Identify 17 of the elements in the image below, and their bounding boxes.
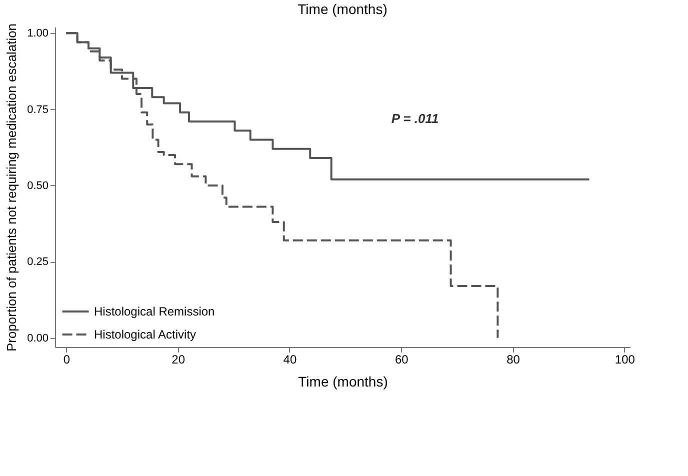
legend-label: Histological Activity <box>94 328 196 342</box>
y-tick-label: 0.00 <box>27 332 48 344</box>
x-tick-label: 80 <box>506 352 520 366</box>
y-tick-label: 1.00 <box>27 28 48 40</box>
x-tick-label: 0 <box>63 352 70 366</box>
y-axis-title: Proportion of patients not requiring medication escalation <box>4 23 20 352</box>
y-tick-label: 0.75 <box>27 104 48 116</box>
x-tick-label: 40 <box>283 352 297 366</box>
x-tick-label: 60 <box>394 352 409 366</box>
x-tick-label: 20 <box>172 352 186 366</box>
y-tick-label: 0.25 <box>27 256 48 268</box>
legend-label: Histological Remission <box>94 304 215 318</box>
annotation: P = .011 <box>391 111 439 126</box>
x-tick-label: 100 <box>614 352 636 366</box>
y-tick-label: 0.50 <box>27 180 48 192</box>
chart-title: Time (months) <box>298 0 388 17</box>
x-axis-title: Time (months) <box>298 374 388 390</box>
